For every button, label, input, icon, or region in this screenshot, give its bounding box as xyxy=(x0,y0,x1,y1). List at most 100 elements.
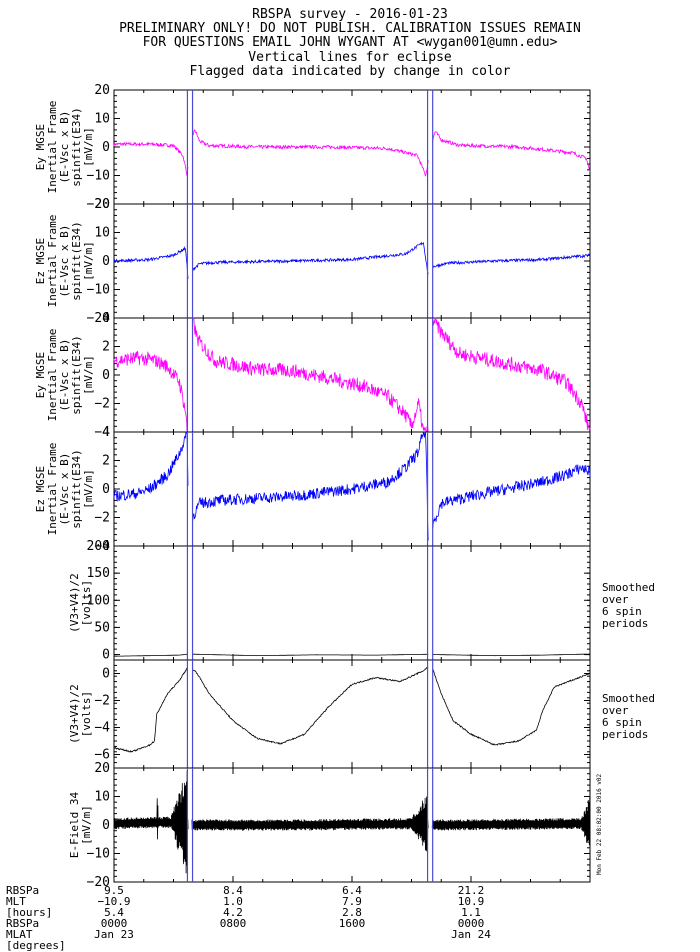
panel-6-ytick-label: −4 xyxy=(94,721,110,736)
panel-4-ylabel: Inertial Frame xyxy=(46,443,59,536)
panel-4-ylabel: [mV/m] xyxy=(82,469,95,509)
panel-3-ytick-label: −4 xyxy=(94,425,110,440)
panel-5-ytick-label: 50 xyxy=(94,620,110,635)
footer-value: −10.9 xyxy=(97,895,131,908)
panel-5-ytick-label: 200 xyxy=(87,539,110,554)
footer-value: 9.5 xyxy=(104,884,124,897)
panel-1-ytick-label: 0 xyxy=(102,140,110,155)
panel-5-ytick-label: 150 xyxy=(87,566,110,581)
panel-6-side-note: Smoothed xyxy=(602,692,655,705)
footer-label: RBSPa xyxy=(6,884,40,897)
footer-value: 21.2 xyxy=(457,884,485,897)
panel-6-ylabel: (V3+V4)/2 xyxy=(68,684,81,744)
panel-1-ylabel: spinfit(E34) xyxy=(70,107,83,186)
panel-7-ytick-label: −20 xyxy=(87,875,110,890)
panel-6-side-note: over xyxy=(602,704,629,717)
panel-6-side-note: periods xyxy=(602,728,648,741)
panel-6-side-note: 6 spin xyxy=(602,716,642,729)
header-line-1: RBSPA survey - 2016-01-23 xyxy=(252,7,448,22)
panel-2-ytick-label: 20 xyxy=(94,197,110,212)
panel-3-ylabel: spinfit(E34) xyxy=(70,335,83,414)
panel-6-ylabel: [volts] xyxy=(80,691,93,737)
panel-2-ytick-label: 10 xyxy=(94,226,110,241)
panel-3-ylabel: [mV/m] xyxy=(82,355,95,395)
panel-2-ylabel: Inertial Frame xyxy=(46,215,59,308)
panel-2-ytick-label: −10 xyxy=(87,283,110,298)
header-line-4: Vertical lines for eclipse xyxy=(248,50,452,65)
panel-3-ylabel: (E-Vsc x B) xyxy=(58,339,71,412)
panel-6-series-line xyxy=(113,666,591,753)
panel-7-ytick-label: 20 xyxy=(94,761,110,776)
panel-5-ytick-label: 100 xyxy=(87,593,110,608)
version-stamp: Mon Feb 22 08:02:00 2016 v02 xyxy=(596,773,603,875)
panel-2-ylabel: spinfit(E34) xyxy=(70,221,83,300)
footer-value: 1.1 xyxy=(461,906,481,919)
panel-5-side-note: 6 spin xyxy=(602,605,642,618)
panel-3-ylabel: Inertial Frame xyxy=(46,329,59,422)
footer-value: 0800 xyxy=(219,917,247,930)
header-line-5: Flagged data indicated by change in colo… xyxy=(189,64,511,79)
footer-value: 8.4 xyxy=(223,884,243,897)
panel-6-frame xyxy=(113,659,591,769)
panel-1-ylabel: [mV/m] xyxy=(82,127,95,167)
footer-label: RBSPa xyxy=(6,917,40,930)
panel-4-ylabel: (E-Vsc x B) xyxy=(58,453,71,526)
panel-1-ytick-label: −10 xyxy=(87,169,110,184)
footer-value: Jan 24 xyxy=(451,928,491,941)
panel-7-series-line xyxy=(113,770,591,874)
footer-value: 7.9 xyxy=(342,895,362,908)
panel-1-ylabel: Inertial Frame xyxy=(46,101,59,194)
panel-4-ytick-label: −2 xyxy=(94,511,110,526)
footer-value: 2.8 xyxy=(342,906,362,919)
panel-2-frame xyxy=(113,203,591,319)
panel-5-ylabel: [volts] xyxy=(80,580,93,626)
footer-value: 0000 xyxy=(100,917,128,930)
panel-5-side-note: Smoothed xyxy=(602,581,655,594)
footer-value: Jan 23 xyxy=(94,928,134,941)
footer-value: 10.9 xyxy=(457,895,485,908)
panel-3-frame xyxy=(113,317,591,433)
panel-4-ylabel: Ez MGSE xyxy=(34,466,47,512)
panel-4-ytick-label: 0 xyxy=(102,482,110,497)
panel-2-ylabel: (E-Vsc x B) xyxy=(58,225,71,298)
footer-value: 0000 xyxy=(457,917,485,930)
panel-3-ylabel: Ey MGSE xyxy=(34,352,47,398)
header-line-2: PRELIMINARY ONLY! DO NOT PUBLISH. CALIBR… xyxy=(119,21,581,36)
panel-3-ytick-label: −2 xyxy=(94,397,110,412)
panel-3-ytick-label: 2 xyxy=(102,340,110,355)
footer-value: 1600 xyxy=(338,917,366,930)
panel-2-ytick-label: 0 xyxy=(102,254,110,269)
panel-1-ytick-label: −20 xyxy=(87,197,110,212)
panel-7-ytick-label: −10 xyxy=(87,847,110,862)
panel-5-side-note: over xyxy=(602,593,629,606)
panel-1-ylabel: Ey MGSE xyxy=(34,124,47,170)
footer-value: 1.0 xyxy=(223,895,243,908)
panel-2-ytick-label: −20 xyxy=(87,311,110,326)
panel-4-ylabel: spinfit(E34) xyxy=(70,449,83,528)
panel-7-ylabel: [mV/m] xyxy=(80,805,93,845)
panel-3-series-line xyxy=(113,316,591,433)
panel-4-ytick-label: 4 xyxy=(102,425,110,440)
panel-1-ytick-label: 20 xyxy=(94,83,110,98)
footer-value: 6.4 xyxy=(342,884,362,897)
footer-value: 4.2 xyxy=(223,906,243,919)
panel-4-ytick-label: 2 xyxy=(102,454,110,469)
panel-5-series-line xyxy=(114,653,590,657)
footer-label: [hours] xyxy=(6,906,53,919)
panel-1-ylabel: (E-Vsc x B) xyxy=(58,111,71,184)
header-line-3: FOR QUESTIONS EMAIL JOHN WYGANT AT <wyga… xyxy=(142,35,558,50)
footer-label: [degrees] xyxy=(6,939,66,952)
panel-7-ytick-label: 10 xyxy=(94,790,110,805)
footer-label: MLT xyxy=(6,895,26,908)
panel-5-ytick-label: 0 xyxy=(102,648,110,663)
panel-2-ylabel: [mV/m] xyxy=(82,241,95,281)
panel-1-ytick-label: 10 xyxy=(94,112,110,127)
panel-7-ylabel: E-Field 34 xyxy=(68,792,81,859)
panel-3-ytick-label: 0 xyxy=(102,368,110,383)
footer-value: 5.4 xyxy=(104,906,124,919)
panel-5-ylabel: (V3+V4)/2 xyxy=(68,573,81,633)
panel-6-ytick-label: −6 xyxy=(94,748,110,763)
panel-1-series-line xyxy=(113,129,591,177)
panel-7-ytick-label: 0 xyxy=(102,818,110,833)
